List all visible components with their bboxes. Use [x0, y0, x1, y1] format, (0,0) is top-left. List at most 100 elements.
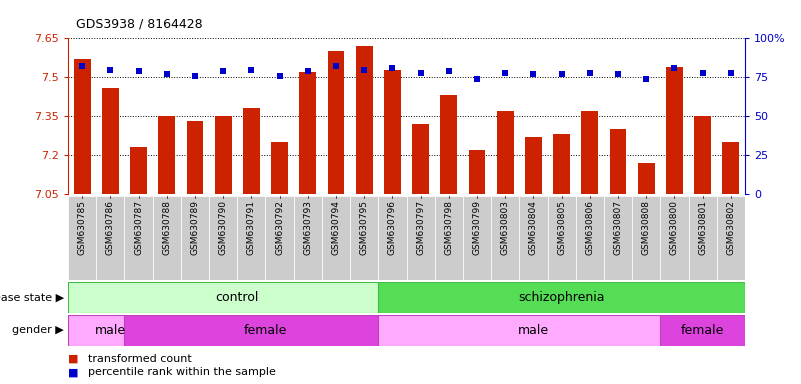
Bar [265, 196, 294, 280]
Text: GSM630786: GSM630786 [106, 200, 115, 255]
Point [555, 71, 568, 77]
Bar [356, 46, 372, 194]
Point [471, 76, 484, 82]
Text: transformed count: transformed count [88, 354, 192, 364]
Bar [384, 70, 400, 194]
Bar [181, 196, 209, 280]
Point [132, 68, 145, 74]
Point [696, 70, 709, 76]
Bar [689, 196, 717, 280]
Bar [378, 196, 406, 280]
Text: GSM630794: GSM630794 [332, 200, 340, 255]
Text: GSM630796: GSM630796 [388, 200, 397, 255]
Point [442, 68, 455, 74]
Bar [576, 196, 604, 280]
Bar [68, 196, 96, 280]
Bar [74, 59, 91, 194]
Text: GSM630801: GSM630801 [698, 200, 707, 255]
Bar [322, 196, 350, 280]
Text: GSM630806: GSM630806 [586, 200, 594, 255]
Bar [96, 196, 124, 280]
Text: GSM630802: GSM630802 [727, 200, 735, 255]
Bar [604, 196, 632, 280]
Text: GSM630804: GSM630804 [529, 200, 538, 255]
Text: ■: ■ [68, 354, 78, 364]
Bar [553, 134, 570, 194]
Text: GSM630800: GSM630800 [670, 200, 679, 255]
Bar [525, 137, 541, 194]
Text: percentile rank within the sample: percentile rank within the sample [88, 367, 276, 377]
Bar [187, 121, 203, 194]
Bar [68, 315, 153, 346]
Text: GSM630789: GSM630789 [191, 200, 199, 255]
Bar [328, 51, 344, 194]
Text: schizophrenia: schizophrenia [518, 291, 605, 304]
Bar [102, 88, 119, 194]
Bar [350, 196, 378, 280]
Bar [378, 282, 745, 313]
Point [76, 63, 89, 70]
Point [160, 71, 173, 77]
Text: GSM630787: GSM630787 [134, 200, 143, 255]
Bar [300, 72, 316, 194]
Bar [406, 196, 435, 280]
Point [612, 71, 625, 77]
Point [640, 76, 653, 82]
Bar [491, 196, 519, 280]
Bar [237, 196, 265, 280]
Text: GSM630798: GSM630798 [445, 200, 453, 255]
Point [245, 66, 258, 73]
Bar [215, 116, 231, 194]
Text: male: male [518, 324, 549, 337]
Text: GSM630797: GSM630797 [416, 200, 425, 255]
Text: gender ▶: gender ▶ [12, 325, 64, 335]
Text: GSM630793: GSM630793 [304, 200, 312, 255]
Point [499, 70, 512, 76]
Text: GSM630803: GSM630803 [501, 200, 509, 255]
Bar [666, 67, 683, 194]
Bar [582, 111, 598, 194]
Point [414, 70, 427, 76]
Bar [378, 315, 689, 346]
Point [668, 65, 681, 71]
Bar [638, 163, 654, 194]
Bar [294, 196, 322, 280]
Bar [413, 124, 429, 194]
Text: control: control [215, 291, 259, 304]
Text: GSM630791: GSM630791 [247, 200, 256, 255]
Text: female: female [244, 324, 288, 337]
Point [724, 70, 737, 76]
Point [188, 73, 201, 79]
Text: GSM630792: GSM630792 [275, 200, 284, 255]
Bar [243, 108, 260, 194]
Text: male: male [95, 324, 126, 337]
Text: ■: ■ [68, 367, 78, 377]
Bar [463, 196, 491, 280]
Text: disease state ▶: disease state ▶ [0, 293, 64, 303]
Text: GSM630790: GSM630790 [219, 200, 227, 255]
Bar [159, 116, 175, 194]
Bar [271, 142, 288, 194]
Point [527, 71, 540, 77]
Point [217, 68, 230, 74]
Text: GSM630785: GSM630785 [78, 200, 87, 255]
Text: GSM630807: GSM630807 [614, 200, 622, 255]
Bar [610, 129, 626, 194]
Text: GDS3938 / 8164428: GDS3938 / 8164428 [76, 18, 203, 31]
Point [329, 63, 342, 70]
Bar [441, 96, 457, 194]
Point [358, 66, 371, 73]
Bar [124, 315, 406, 346]
Bar [660, 315, 745, 346]
Text: female: female [681, 324, 724, 337]
Bar [68, 282, 406, 313]
Bar [717, 196, 745, 280]
Text: GSM630805: GSM630805 [557, 200, 566, 255]
Bar [153, 196, 181, 280]
Point [583, 70, 596, 76]
Bar [209, 196, 237, 280]
Bar [694, 116, 711, 194]
Bar [632, 196, 660, 280]
Bar [497, 111, 513, 194]
Point [273, 73, 286, 79]
